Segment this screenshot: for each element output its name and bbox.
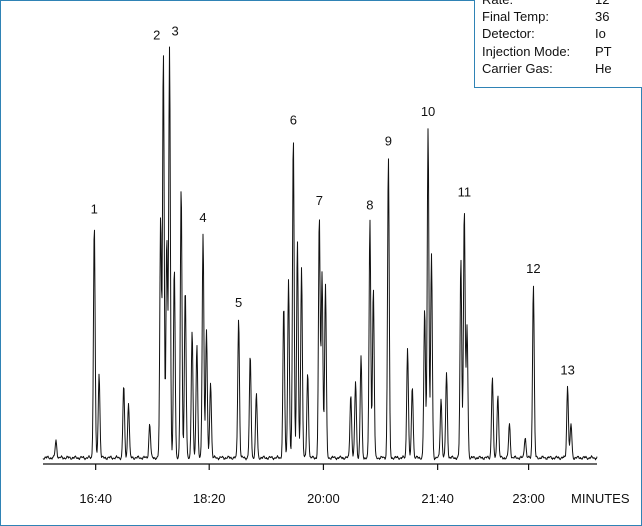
- peak-label-7: 7: [316, 193, 323, 208]
- peak-label-5: 5: [235, 295, 242, 310]
- peak-label-10: 10: [421, 104, 435, 119]
- x-tick-label: 21:40: [421, 491, 454, 506]
- info-value: 36: [595, 9, 610, 24]
- info-key: Detector:: [482, 26, 535, 41]
- info-key: Carrier Gas:: [482, 61, 553, 76]
- peak-label-12: 12: [526, 261, 540, 276]
- x-tick-label: 18:20: [193, 491, 226, 506]
- info-value: Io: [595, 26, 606, 41]
- chromatogram-trace-layer: [42, 46, 598, 461]
- peak-label-6: 6: [290, 113, 297, 128]
- info-value: PT: [595, 44, 612, 59]
- info-key: Rate:: [482, 0, 513, 7]
- info-value: He: [595, 61, 612, 76]
- info-key: Final Temp:: [482, 9, 549, 24]
- x-tick-label: 20:00: [307, 491, 340, 506]
- peak-label-9: 9: [385, 134, 392, 149]
- info-value: 12: [595, 0, 609, 7]
- x-axis-ticks: 16:40 18:20 20:00 21:40 23:00: [79, 464, 545, 506]
- info-key: Injection Mode:: [482, 44, 571, 59]
- peak-label-4: 4: [199, 210, 206, 225]
- x-unit-label: MINUTES: [571, 491, 630, 506]
- peak-label-2: 2: [153, 28, 160, 43]
- chromatogram-trace: [42, 46, 598, 461]
- method-info-box: Rate: 12 Final Temp: 36 Detector: Io Inj…: [474, 0, 642, 88]
- peak-label-11: 11: [458, 185, 472, 200]
- peak-label-3: 3: [172, 23, 179, 38]
- peak-label-13: 13: [560, 363, 574, 378]
- x-tick-label: 23:00: [512, 491, 545, 506]
- peak-label-1: 1: [91, 202, 98, 217]
- peak-label-8: 8: [366, 197, 373, 212]
- x-tick-label: 16:40: [79, 491, 112, 506]
